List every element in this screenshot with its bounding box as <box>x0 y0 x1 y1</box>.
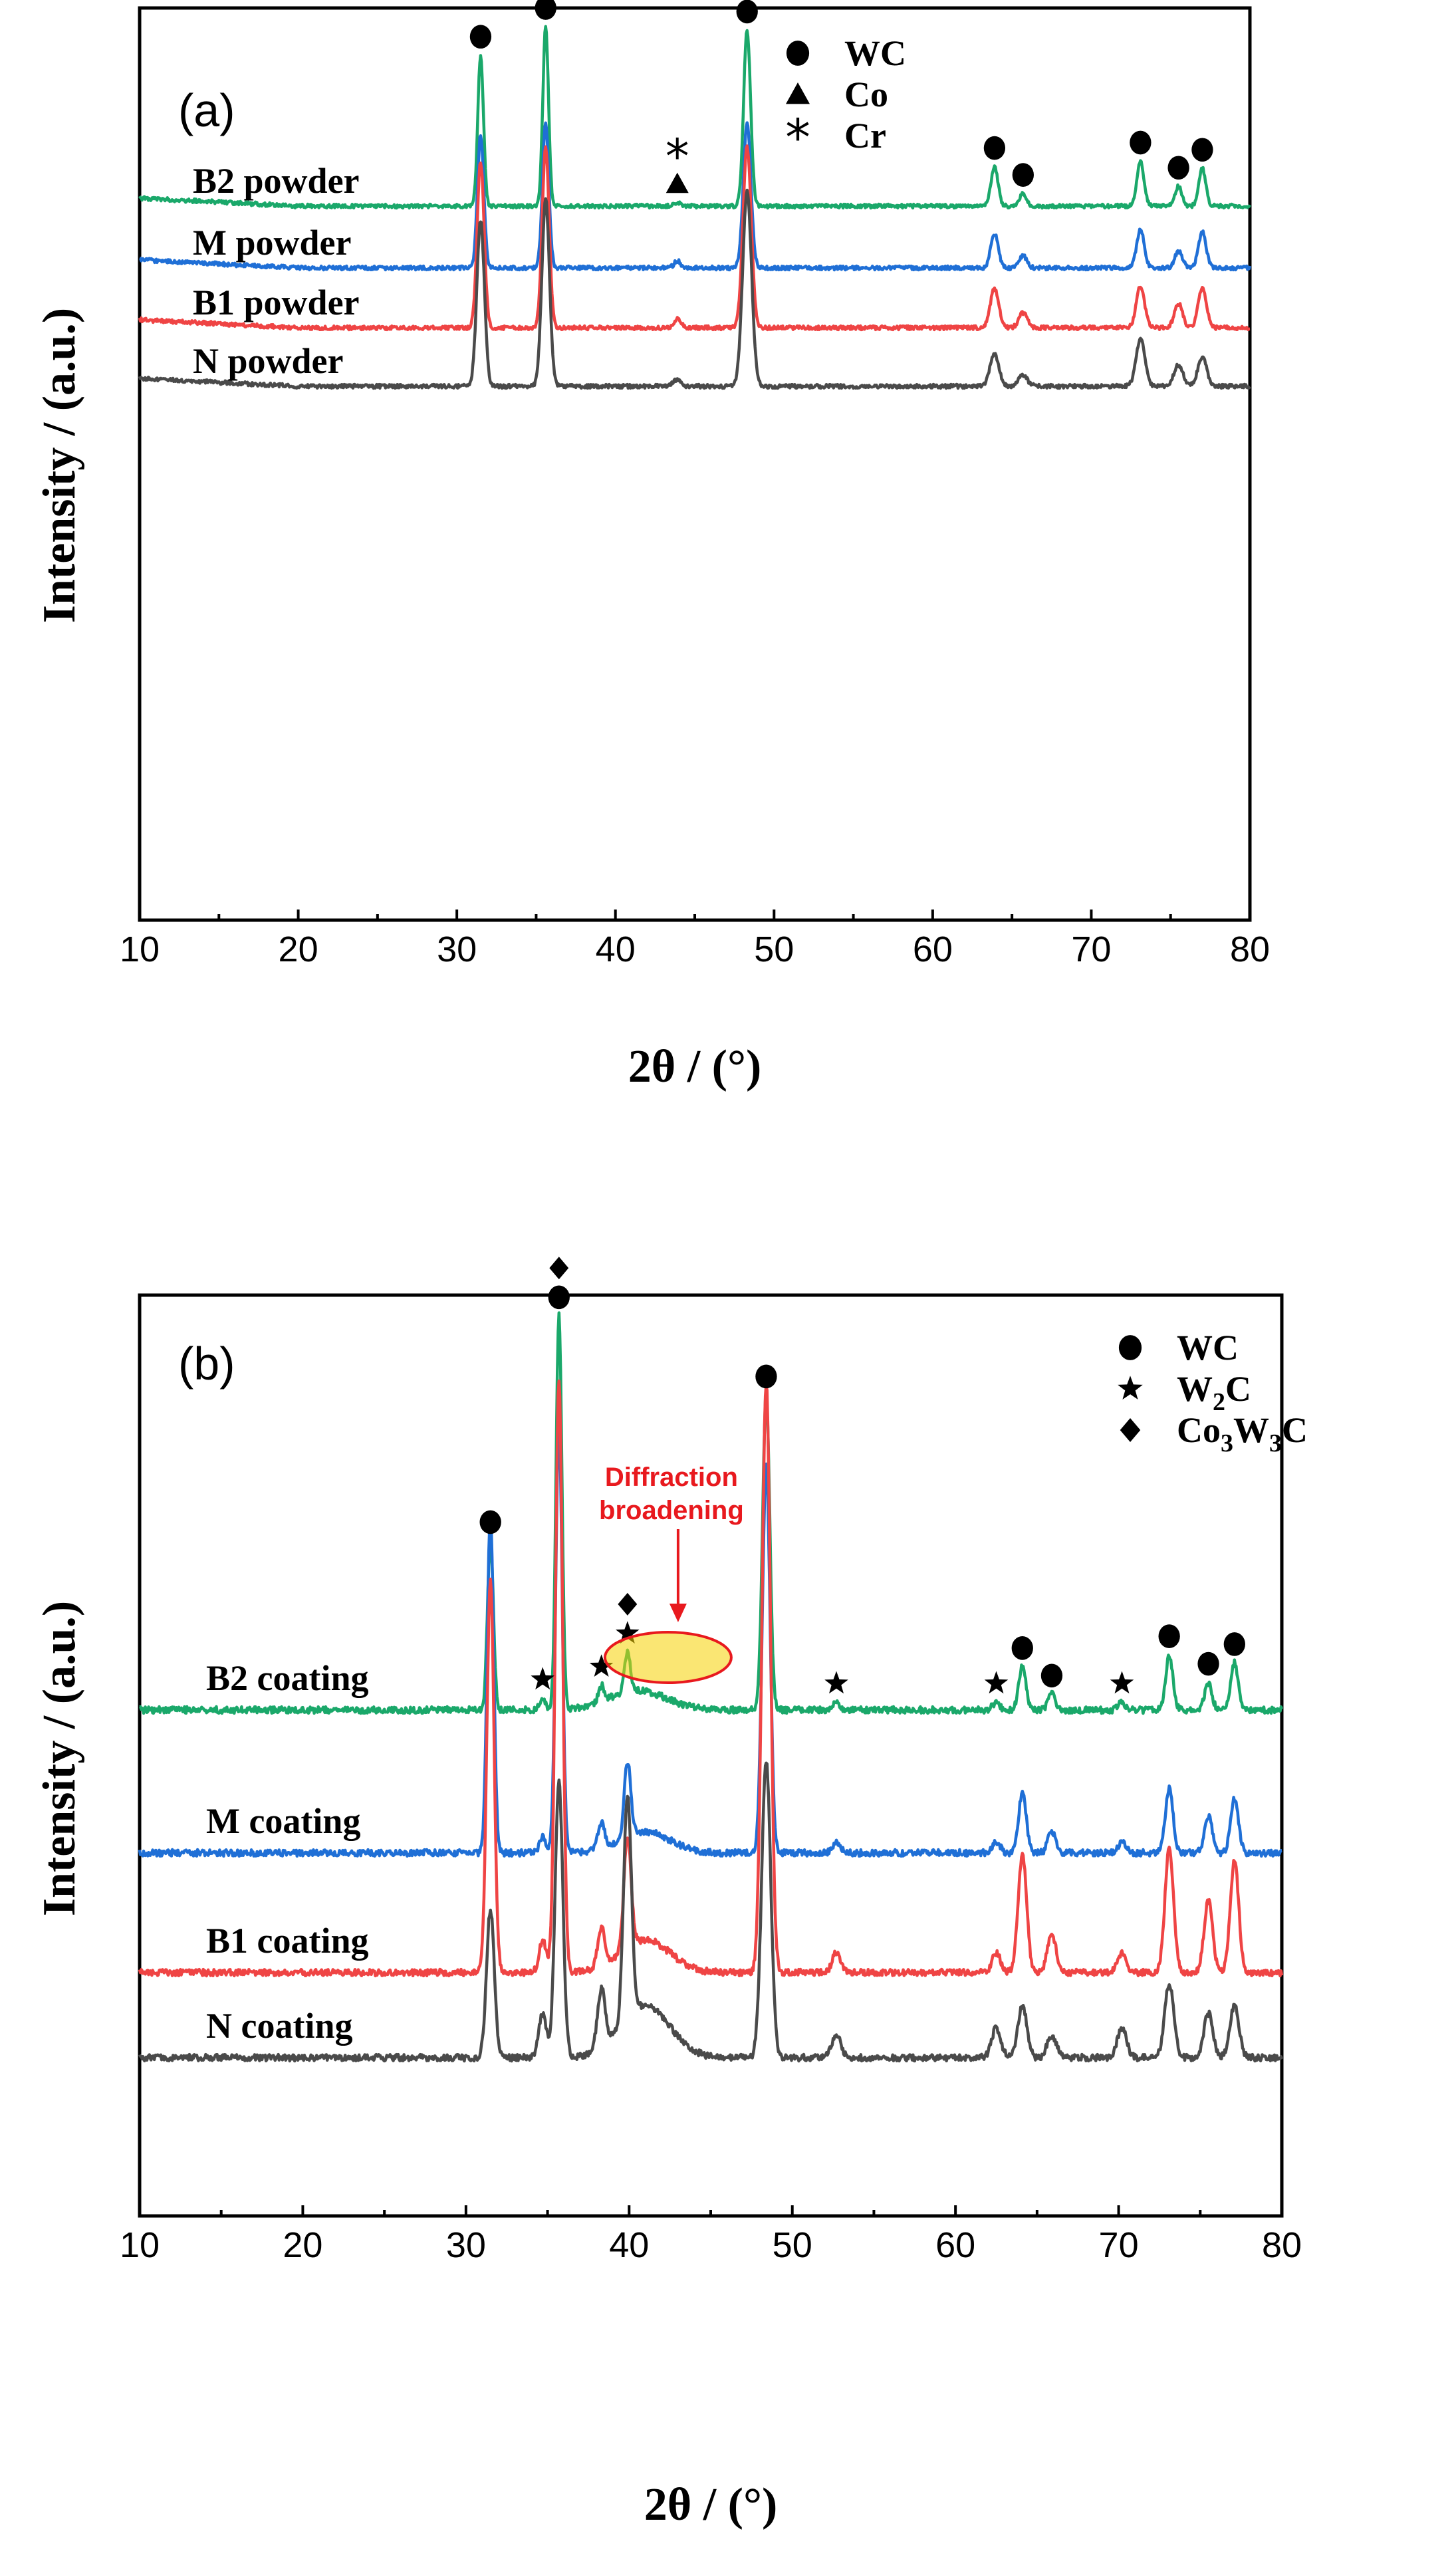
x-tick-label: 60 <box>913 929 953 969</box>
legend-label: WC <box>1177 1328 1239 1368</box>
x-tick-label: 80 <box>1262 2225 1302 2265</box>
star-marker <box>1118 1376 1143 1399</box>
x-tick-label: 80 <box>1230 929 1270 969</box>
series-trace-b1-powder <box>138 144 1251 332</box>
panel-a-x-ticks: 10 20 30 40 50 60 70 80 <box>120 910 1270 969</box>
diffraction-broadening-annotation: Diffraction broadening <box>599 1463 744 1684</box>
panel-b-tag: (b) <box>178 1338 235 1390</box>
circle-marker <box>1197 1651 1219 1676</box>
x-tick-label: 60 <box>935 2225 975 2265</box>
panel-a-y-axis-title: Intensity / (a.u.) <box>34 308 85 623</box>
panel-a-traces <box>138 25 1252 390</box>
x-tick-label: 50 <box>754 929 794 969</box>
star-marker <box>616 1621 640 1643</box>
asterisk-marker: * <box>666 129 689 184</box>
x-tick-label: 10 <box>120 929 160 969</box>
diamond-marker <box>618 1592 638 1616</box>
circle-marker <box>1167 156 1189 180</box>
circle-marker <box>736 0 758 24</box>
diamond-marker <box>549 1257 569 1280</box>
circle-marker <box>1118 1335 1142 1360</box>
panel-b-traces <box>138 1311 1284 2063</box>
panel-a-series-labels: B2 powder M powder B1 powder N powder <box>193 161 360 381</box>
x-tick-label: 70 <box>1099 2225 1139 2265</box>
x-tick-label: 40 <box>596 929 636 969</box>
series-trace-b2-powder <box>138 25 1251 210</box>
series-trace-m-powder <box>138 121 1252 272</box>
circle-marker <box>1130 130 1152 155</box>
series-trace-b2-coating <box>138 1311 1284 1715</box>
circle-marker <box>755 1364 777 1389</box>
circle-marker <box>1012 163 1034 187</box>
x-tick-label: 70 <box>1071 929 1111 969</box>
x-tick-label: 40 <box>609 2225 649 2265</box>
legend-label: WC <box>844 33 906 73</box>
circle-marker <box>1011 1636 1033 1660</box>
x-tick-label: 50 <box>773 2225 812 2265</box>
panel-a-frame <box>138 6 1252 922</box>
circle-marker <box>1158 1624 1180 1648</box>
triangle-marker <box>666 172 689 193</box>
legend-label: Co <box>844 74 888 114</box>
circle-marker <box>535 0 556 20</box>
series-trace-b1-coating <box>138 1379 1284 1978</box>
panel-b-peak-markers <box>479 1257 1245 1694</box>
legend-label: W2C <box>1177 1369 1251 1416</box>
panel-a-tag: (a) <box>178 84 235 136</box>
star-marker <box>984 1671 1009 1694</box>
circle-marker <box>479 1510 501 1534</box>
series-label: M coating <box>206 1801 360 1841</box>
series-trace-m-coating <box>138 1423 1283 1858</box>
circle-marker <box>983 136 1006 160</box>
annotation-line-2: broadening <box>599 1496 744 1525</box>
star-marker <box>531 1667 554 1690</box>
legend-label: Cr <box>844 116 886 156</box>
series-label: M powder <box>193 223 351 263</box>
triangle-marker <box>786 82 810 104</box>
series-label: N coating <box>206 2006 352 2046</box>
panel-b-series-labels: B2 coating M coating B1 coating N coating <box>206 1658 369 2046</box>
circle-marker <box>1040 1663 1063 1688</box>
panel-a-chart: (a) 10 20 30 40 50 60 70 80 B2 powder M powder B1… <box>34 0 1270 1092</box>
x-tick-label: 10 <box>120 2225 160 2265</box>
star-marker <box>1110 1671 1134 1694</box>
circle-marker <box>1191 138 1213 162</box>
circle-marker <box>548 1285 570 1310</box>
star-marker <box>589 1654 614 1677</box>
panel-b-frame <box>138 1293 1284 2218</box>
annotation-arrow-head <box>669 1604 687 1622</box>
series-label: N powder <box>193 341 344 381</box>
diamond-marker <box>1120 1418 1141 1442</box>
panel-a-peak-markers: * <box>469 0 1213 193</box>
annotation-line-1: Diffraction <box>605 1463 738 1492</box>
series-label: B1 powder <box>193 283 360 322</box>
x-tick-label: 20 <box>283 2225 322 2265</box>
circle-marker <box>786 41 810 66</box>
x-tick-label: 30 <box>446 2225 486 2265</box>
broadening-highlight-ellipse <box>603 1631 733 1684</box>
circle-marker <box>1223 1632 1245 1656</box>
legend-label: Co3W3C <box>1177 1410 1308 1457</box>
panel-b-chart: (b) 10 20 30 40 50 60 70 80 B2 coating M coating… <box>34 1257 1308 2530</box>
x-tick-label: 30 <box>437 929 477 969</box>
circle-marker <box>469 25 492 49</box>
series-label: B1 coating <box>206 1921 369 1961</box>
series-label: B2 powder <box>193 161 360 201</box>
series-trace-n-coating <box>138 1761 1284 2063</box>
star-marker <box>824 1671 848 1694</box>
panel-a-x-axis-title: 2θ / (°) <box>628 1041 762 1092</box>
asterisk-marker: * <box>785 108 810 167</box>
panel-b-x-ticks: 10 20 30 40 50 60 70 80 <box>120 2205 1302 2265</box>
x-tick-label: 20 <box>279 929 318 969</box>
series-label: B2 coating <box>206 1658 369 1698</box>
series-trace-n-powder <box>138 188 1251 390</box>
panel-b-y-axis-title: Intensity / (a.u.) <box>34 1601 85 1916</box>
panel-b-x-axis-title: 2θ / (°) <box>644 2479 778 2530</box>
